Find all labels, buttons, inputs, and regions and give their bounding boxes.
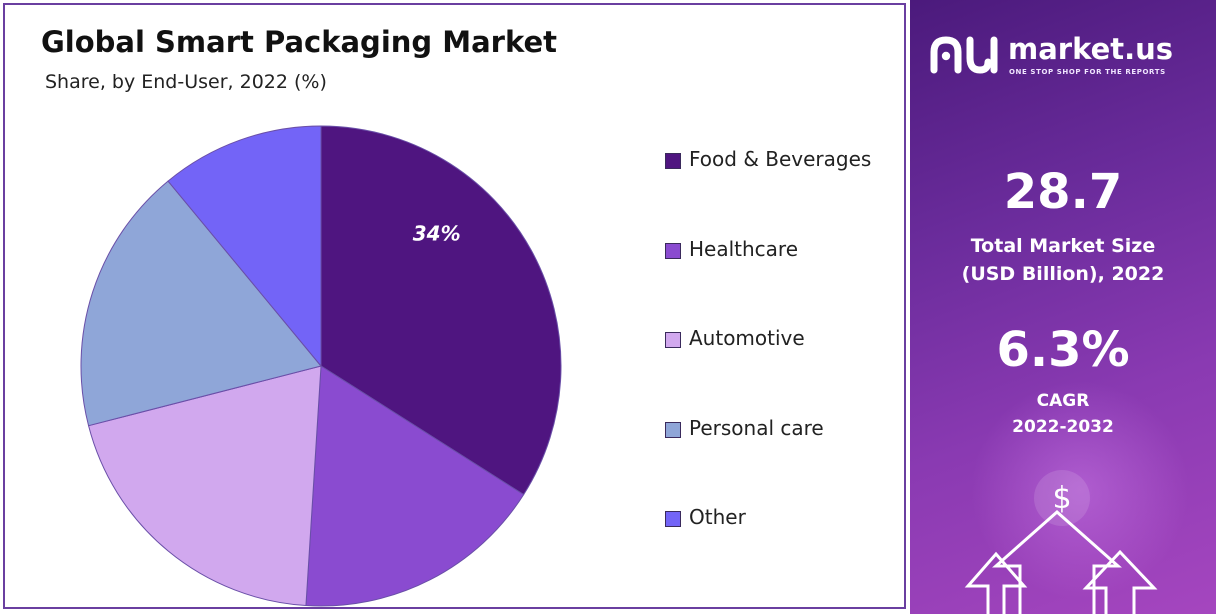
pie-slice-automotive [87, 365, 322, 607]
up-arrow-left-icon [964, 551, 1028, 614]
pie-slice-healthcare [305, 365, 525, 607]
legend-swatch [665, 421, 681, 438]
legend-swatch [665, 332, 681, 348]
market-us-logo-icon [930, 36, 998, 74]
chart-legend: Food & Beverages Healthcare Automotive Pers… [665, 147, 871, 595]
legend-label: Food & Beverages [689, 147, 872, 171]
chart-title: Global Smart Packaging Market [41, 25, 558, 59]
legend-item-food-beverages: Food & Beverages [665, 147, 871, 237]
market-size-label-line2: (USD Billion), 2022 [961, 263, 1165, 285]
background-glow [970, 380, 1190, 600]
cagr-label-line2: 2022-2032 [1012, 417, 1114, 437]
legend-item-healthcare: Healthcare [665, 237, 871, 327]
up-arrow-large-icon [992, 509, 1122, 614]
cagr-value: 6.3% [996, 322, 1130, 378]
up-arrow-right-icon [1082, 549, 1158, 614]
legend-swatch [665, 242, 681, 259]
market-size-value: 28.7 [1003, 164, 1123, 220]
pie-slice-personal-care [80, 180, 322, 427]
legend-item-automotive: Automotive [665, 326, 871, 416]
growth-arrows-illustration: $ [964, 470, 1158, 614]
legend-label: Other [689, 505, 746, 529]
pie-chart: 34% [80, 125, 562, 607]
market-size-label-line1: Total Market Size [970, 235, 1156, 257]
summary-panel: market.us ONE STOP SHOP FOR THE REPORTS … [910, 0, 1216, 614]
legend-label: Personal care [689, 415, 824, 440]
pie-slice-other [167, 125, 322, 368]
legend-label: Healthcare [689, 236, 799, 261]
chart-subtitle: Share, by End-User, 2022 (%) [45, 71, 327, 93]
brand-name: market.us [1008, 32, 1174, 66]
coin-circle [1034, 470, 1090, 526]
dollar-icon: $ [1052, 481, 1071, 516]
legend-swatch [665, 153, 681, 169]
legend-item-personal-care: Personal care [665, 416, 871, 506]
legend-item-other: Other [665, 505, 871, 595]
data-label-food-beverages: 34% [413, 221, 461, 245]
cagr-label-line1: CAGR [1036, 391, 1090, 411]
legend-label: Automotive [689, 326, 805, 350]
legend-swatch [665, 511, 681, 527]
pie-slice-food-beverages [320, 125, 562, 496]
brand-tagline: ONE STOP SHOP FOR THE REPORTS [1009, 68, 1166, 76]
chart-panel: Global Smart Packaging Market Share, by … [3, 3, 906, 609]
